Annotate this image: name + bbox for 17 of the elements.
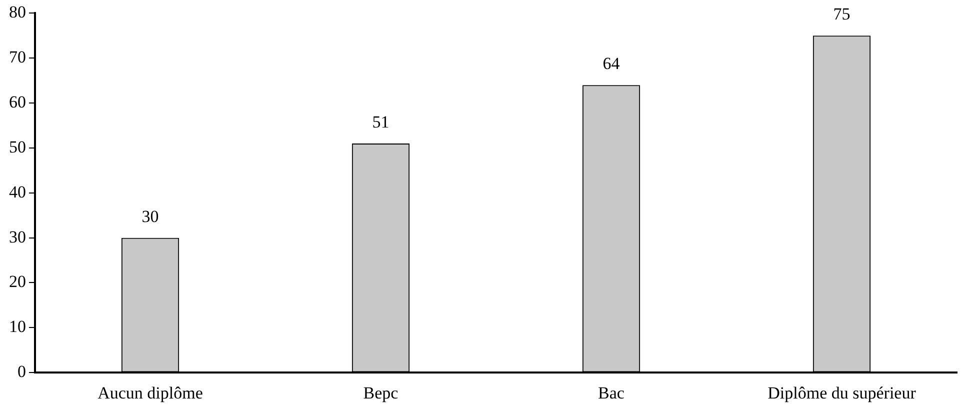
y-tick-label: 50 bbox=[9, 137, 26, 156]
y-tick-label: 60 bbox=[9, 92, 26, 112]
x-tick-label: Diplôme du supérieur bbox=[768, 383, 916, 402]
y-tick-label: 20 bbox=[9, 272, 26, 292]
x-tick-label: Bepc bbox=[363, 383, 399, 402]
x-tick-label: Bac bbox=[598, 383, 625, 402]
data-label: 64 bbox=[602, 54, 620, 74]
y-tick-label: 40 bbox=[9, 182, 26, 202]
x-tick-label: Aucun diplôme bbox=[98, 383, 203, 402]
y-tick-label: 30 bbox=[9, 227, 26, 246]
data-label: 75 bbox=[833, 4, 850, 24]
y-tick-label: 10 bbox=[9, 317, 26, 336]
y-tick-label: 70 bbox=[9, 48, 26, 67]
y-tick-label: 80 bbox=[9, 2, 26, 22]
y-tick-label: 0 bbox=[18, 362, 26, 382]
data-label: 51 bbox=[372, 112, 390, 132]
data-label: 30 bbox=[142, 206, 159, 226]
